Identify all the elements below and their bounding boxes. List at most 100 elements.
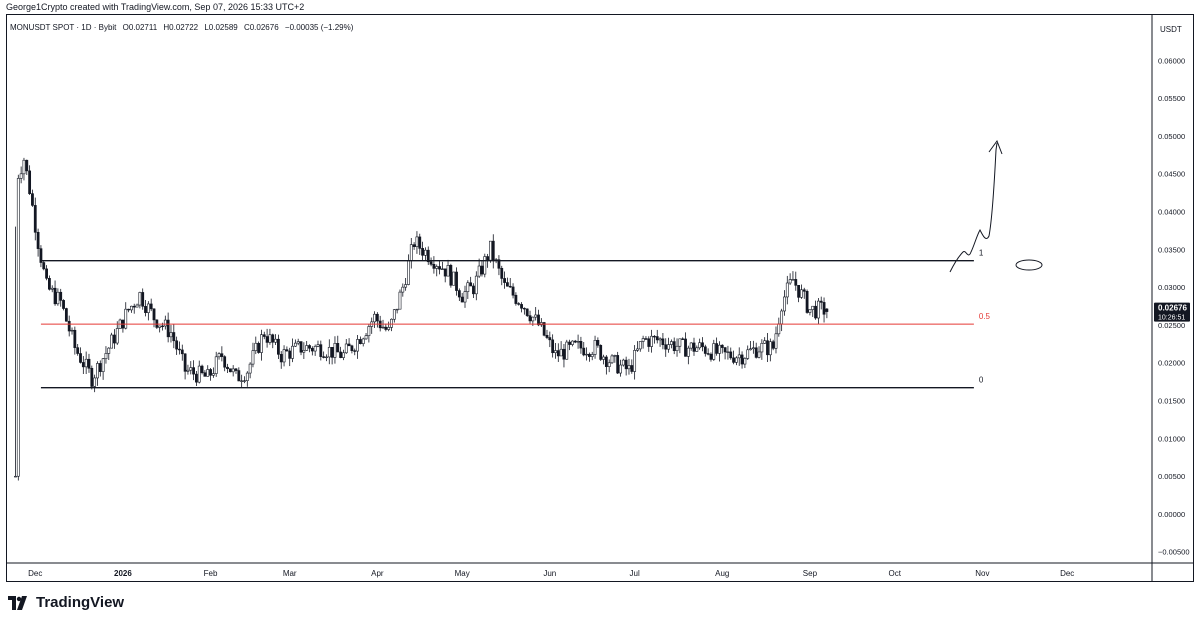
candle-body-down <box>76 347 80 354</box>
candle-body-down <box>180 349 184 355</box>
time-axis[interactable]: Dec 2026 Feb Mar Apr May Jun Jul Aug Sep Oct Nov Dec <box>28 569 1074 578</box>
candle <box>771 339 775 351</box>
candle <box>474 271 478 301</box>
candle-body-down <box>653 335 656 338</box>
candle <box>333 336 337 364</box>
forecast-arrow-path[interactable] <box>949 142 998 273</box>
tradingview-wordmark: TradingView <box>36 594 125 611</box>
candle <box>749 340 752 351</box>
candle <box>664 338 668 357</box>
candle <box>361 337 365 347</box>
candle-body-up <box>390 318 393 328</box>
candle <box>22 157 26 181</box>
price-tick-label: 0.03000 <box>1158 283 1185 292</box>
candle <box>576 334 580 349</box>
symbol-name[interactable]: MONUSDT SPOT · 1D · Bybit <box>10 23 117 32</box>
candle <box>217 352 221 360</box>
candle <box>757 346 761 359</box>
candle-body-down <box>624 359 628 370</box>
candle-body-down <box>87 358 91 369</box>
candle-body-up <box>409 244 413 262</box>
time-tick-label: Feb <box>204 569 218 578</box>
candle-body-up <box>96 363 99 379</box>
candle-body-up <box>138 292 142 306</box>
candle-body-up <box>163 319 167 327</box>
candle-body-down <box>141 292 145 307</box>
candle-body-up <box>619 364 622 374</box>
candle-body-down <box>113 334 116 344</box>
candle-body-up <box>531 316 535 322</box>
candle <box>344 339 348 354</box>
candle <box>709 352 713 362</box>
breakout-ellipse[interactable] <box>1015 259 1043 271</box>
candle-body-up <box>19 173 23 179</box>
candle <box>353 348 357 356</box>
candle <box>726 345 730 360</box>
candle-body-up <box>593 340 597 355</box>
fib-retracement[interactable]: 10.50 <box>40 249 991 389</box>
candle-body-up <box>110 334 114 349</box>
candle <box>571 340 574 347</box>
candle <box>339 346 343 359</box>
last-price-tag-bg <box>1154 302 1190 322</box>
tradingview-logo[interactable]: TradingView <box>8 594 124 611</box>
candle-body-down <box>548 337 552 341</box>
candle <box>392 309 396 323</box>
candle-body-down <box>426 249 430 263</box>
candle-body-up <box>743 358 747 365</box>
candle <box>644 336 648 341</box>
candlestick-series <box>14 157 829 481</box>
time-tick-label: Nov <box>975 569 989 578</box>
candle <box>573 339 577 344</box>
candle <box>158 325 162 333</box>
candle <box>715 337 719 356</box>
candle-body-up <box>115 328 119 344</box>
candle-body-up <box>364 335 368 340</box>
candle-body-up <box>392 309 396 320</box>
legend-open: O0.02711 <box>122 23 158 32</box>
time-tick-label: May <box>455 569 470 578</box>
candle <box>248 362 252 379</box>
candle <box>282 345 286 367</box>
candle-body-up <box>638 341 642 350</box>
candle-body-up <box>124 308 128 329</box>
candle-body-up <box>811 305 815 310</box>
candle-body-down <box>144 305 147 313</box>
candle <box>432 256 436 274</box>
candle-body-down <box>421 248 424 256</box>
candle <box>96 361 99 386</box>
candle-body-up <box>695 347 699 352</box>
candle-body-up <box>698 342 702 349</box>
candle <box>672 337 676 355</box>
candle <box>293 339 297 347</box>
candle <box>220 346 224 362</box>
candle <box>308 344 311 353</box>
candle-body-down <box>545 334 549 338</box>
candle-body-up <box>214 356 218 374</box>
candle <box>144 300 147 317</box>
candle-body-up <box>633 350 637 372</box>
candle-body-up <box>726 351 730 353</box>
drawing-annotations[interactable] <box>949 139 1043 273</box>
candle <box>56 288 60 306</box>
candle-body-down <box>587 353 591 357</box>
candle <box>658 337 662 347</box>
candle-body-down <box>375 313 379 322</box>
candle <box>260 329 263 361</box>
candle <box>79 347 82 364</box>
candle <box>390 318 393 332</box>
candle <box>636 341 639 352</box>
candle-body-down <box>67 320 71 332</box>
candle-body-up <box>477 265 481 277</box>
candle <box>384 323 388 332</box>
candle <box>633 345 637 380</box>
candle-body-up <box>554 350 557 354</box>
candle-body-down <box>472 285 475 295</box>
candle <box>81 356 85 374</box>
price-axis[interactable]: 0.06000 0.05500 0.05000 0.04500 0.04000 0.035… <box>1158 56 1190 556</box>
candle <box>661 332 665 350</box>
candle-body-down <box>178 348 181 351</box>
candle-body-up <box>667 344 670 350</box>
candle-body-up <box>785 282 789 298</box>
